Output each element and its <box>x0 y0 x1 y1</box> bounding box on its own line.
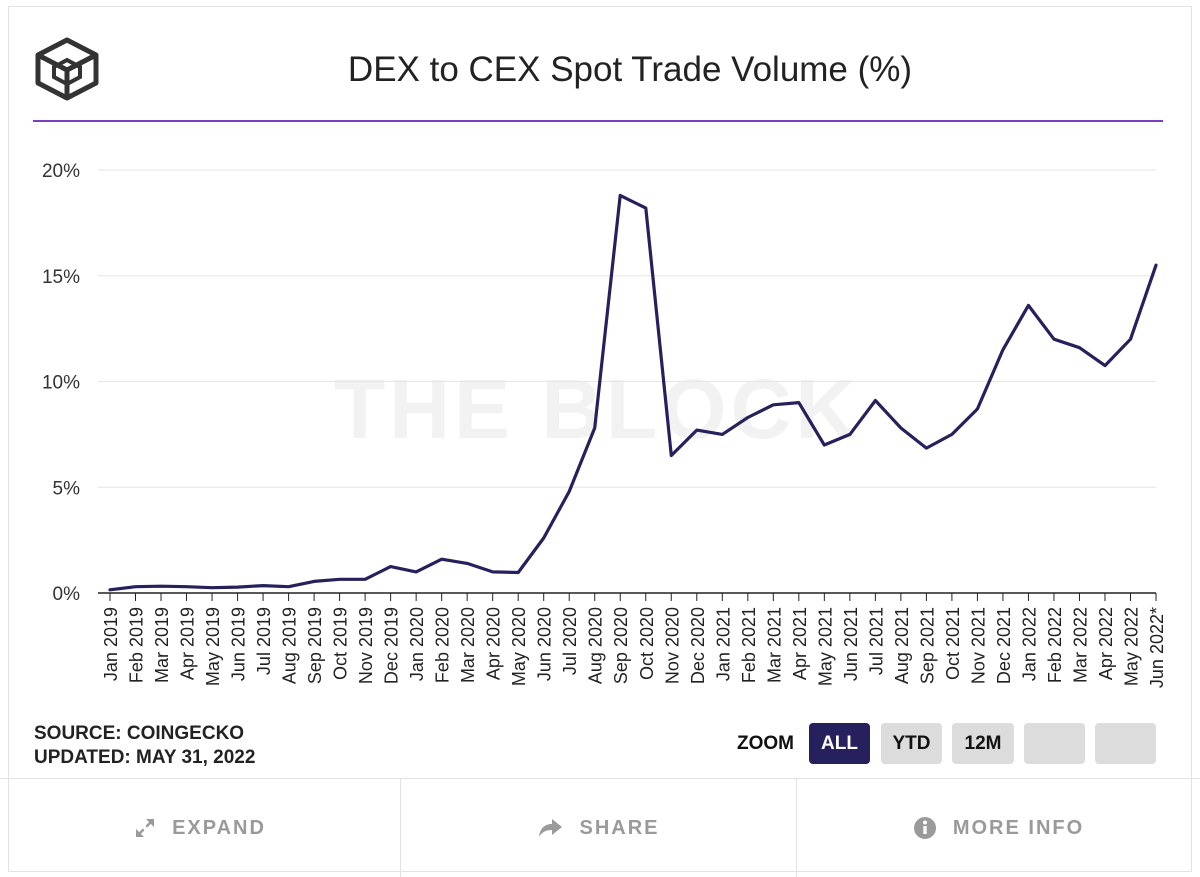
y-tick-label: 20% <box>42 161 80 182</box>
title-divider <box>33 120 1163 122</box>
x-tick-label: Jan 2019 <box>101 607 121 681</box>
x-tick-label: May 2020 <box>509 607 529 686</box>
x-tick-label: Apr 2021 <box>790 607 810 680</box>
x-tick-label: Sep 2020 <box>611 607 631 684</box>
x-tick-label: Oct 2019 <box>331 607 351 680</box>
x-tick-label: Oct 2020 <box>637 607 657 680</box>
x-tick-label: Sep 2019 <box>305 607 325 684</box>
x-tick-label: Oct 2021 <box>943 607 963 680</box>
zoom-blank-button-2[interactable] <box>1095 723 1156 764</box>
logo-cube-icon <box>34 36 100 102</box>
expand-arrows-icon <box>134 817 156 839</box>
watermark: THE BLOCK <box>334 362 860 456</box>
x-tick-label: Mar 2021 <box>764 607 784 683</box>
x-tick-label: Nov 2021 <box>968 607 988 684</box>
x-tick-label: Aug 2021 <box>892 607 912 684</box>
info-circle-icon <box>913 816 937 840</box>
x-tick-label: Dec 2020 <box>688 607 708 684</box>
x-tick-label: Jan 2022 <box>1019 607 1039 681</box>
share-button[interactable]: SHARE <box>401 779 796 877</box>
line-chart: THE BLOCK 0% 5% 10% 15% 20% Jan 2019 Feb 2019… <box>42 161 1167 688</box>
source-text: SOURCE: COINGECKO <box>34 723 245 744</box>
zoom-label: ZOOM <box>737 733 794 754</box>
source-block: SOURCE: COINGECKO UPDATED: MAY 31, 2022 <box>34 722 255 770</box>
zoom-all-button[interactable]: ALL <box>809 723 870 764</box>
footer-divider <box>400 779 401 877</box>
x-tick-label: Apr 2019 <box>178 607 198 680</box>
updated-text: UPDATED: MAY 31, 2022 <box>34 747 256 768</box>
zoom-blank-button-1[interactable] <box>1024 723 1085 764</box>
x-tick-label: Mar 2020 <box>458 607 478 683</box>
y-tick-label: 5% <box>53 478 81 499</box>
x-tick-label: Sep 2021 <box>917 607 937 684</box>
zoom-12m-button[interactable]: 12M <box>952 723 1014 764</box>
x-tick-label: Apr 2022 <box>1096 607 1116 680</box>
x-tick-label: Jan 2020 <box>407 607 427 681</box>
y-tick-label: 10% <box>42 373 80 394</box>
x-tick-label: Dec 2019 <box>382 607 402 684</box>
zoom-ytd-button[interactable]: YTD <box>881 723 942 764</box>
x-tick-label: Aug 2019 <box>280 607 300 684</box>
x-tick-label: Feb 2022 <box>1045 607 1065 683</box>
x-tick-label: Jan 2021 <box>713 607 733 681</box>
expand-label: EXPAND <box>172 816 266 839</box>
footer-bar: EXPAND SHARE MORE INFO <box>0 778 1200 877</box>
x-tick-label: Jun 2022* <box>1147 607 1167 688</box>
x-tick-label: Jun 2021 <box>841 607 861 681</box>
x-tick-label: Jun 2020 <box>535 607 555 681</box>
x-tick-label: Jul 2021 <box>866 607 886 675</box>
x-tick-label: May 2021 <box>815 607 835 686</box>
x-tick-label: Jul 2019 <box>254 607 274 675</box>
footer-divider <box>796 779 797 877</box>
expand-button[interactable]: EXPAND <box>0 779 400 877</box>
x-tick-label: Feb 2020 <box>433 607 453 683</box>
y-tick-label: 15% <box>42 267 80 288</box>
x-tick-label: Dec 2021 <box>994 607 1014 684</box>
x-tick-label: Nov 2020 <box>662 607 682 684</box>
x-tick-label: Aug 2020 <box>586 607 606 684</box>
x-tick-label: Mar 2019 <box>152 607 172 683</box>
share-label: SHARE <box>579 816 660 839</box>
chart-title: DEX to CEX Spot Trade Volume (%) <box>347 50 913 89</box>
more-info-button[interactable]: MORE INFO <box>797 779 1200 877</box>
more-info-label: MORE INFO <box>952 816 1085 839</box>
share-arrow-icon <box>537 817 563 839</box>
x-tick-label: Feb 2021 <box>739 607 759 683</box>
x-tick-label: May 2022 <box>1121 607 1141 686</box>
x-tick-label: Mar 2022 <box>1070 607 1090 683</box>
y-tick-label: 0% <box>53 584 81 605</box>
x-tick-label: Feb 2019 <box>127 607 147 683</box>
x-tick-label: Jun 2019 <box>229 607 249 681</box>
series-line <box>108 193 1158 592</box>
x-tick-label: Jul 2020 <box>560 607 580 675</box>
x-tick-label: Nov 2019 <box>356 607 376 684</box>
x-tick-label: Apr 2020 <box>484 607 504 680</box>
x-tick-label: May 2019 <box>203 607 223 686</box>
